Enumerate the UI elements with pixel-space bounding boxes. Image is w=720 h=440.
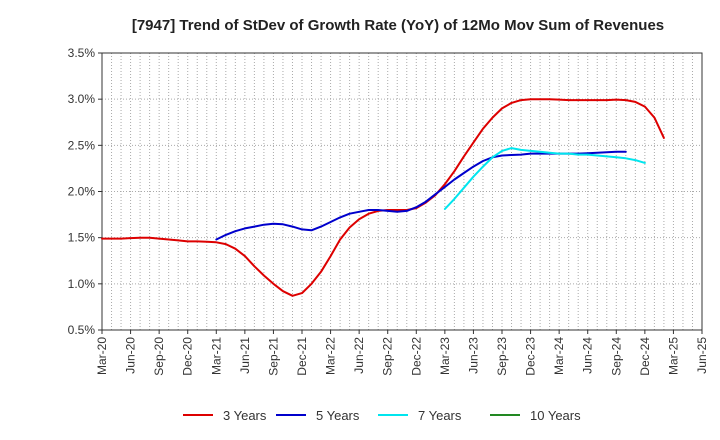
legend-label-10-years: 10 Years	[530, 408, 581, 423]
y-tick-label: 2.5%	[68, 138, 96, 152]
x-tick-label: Sep-23	[495, 337, 509, 376]
x-tick-label: Mar-23	[438, 337, 452, 375]
x-axis-ticks: Mar-20 Jun-20 Sep-20 Dec-20 Mar-21 Jun-21 Sep-…	[95, 330, 709, 376]
x-tick-label: Jun-24	[581, 337, 595, 374]
x-tick-label: Sep-20	[152, 337, 166, 376]
legend-label-3-years: 3 Years	[223, 408, 267, 423]
y-tick-label: 3.0%	[68, 92, 96, 106]
x-tick-label: Dec-24	[638, 337, 652, 376]
y-tick-label: 3.5%	[68, 46, 96, 60]
x-tick-label: Dec-23	[524, 337, 538, 376]
x-tick-label: Sep-24	[609, 337, 623, 376]
x-tick-label: Mar-24	[552, 337, 566, 375]
series-line-7-years	[443, 147, 646, 210]
legend: 3 Years 5 Years 7 Years 10 Years	[183, 408, 581, 423]
x-tick-label: Mar-22	[324, 337, 338, 375]
y-axis-ticks: 0.5% 1.0% 1.5% 2.0% 2.5% 3.0% 3.5%	[68, 46, 102, 337]
x-tick-label: Jun-20	[124, 337, 138, 374]
legend-label-7-years: 7 Years	[418, 408, 462, 423]
y-tick-label: 1.0%	[68, 277, 96, 291]
x-tick-label: Dec-21	[295, 337, 309, 376]
legend-label-5-years: 5 Years	[316, 408, 360, 423]
y-tick-label: 1.5%	[68, 231, 96, 245]
x-tick-label: Sep-22	[381, 337, 395, 376]
series-group	[101, 98, 665, 297]
x-tick-label: Mar-25	[666, 337, 680, 375]
chart-title: [7947] Trend of StDev of Growth Rate (Yo…	[132, 17, 664, 34]
x-tick-label: Dec-22	[409, 337, 423, 376]
x-tick-label: Jun-23	[466, 337, 480, 374]
x-tick-label: Jun-21	[238, 337, 252, 374]
x-tick-label: Jun-22	[352, 337, 366, 374]
x-tick-label: Dec-20	[181, 337, 195, 376]
x-tick-label: Mar-21	[209, 337, 223, 375]
y-tick-label: 2.0%	[68, 185, 96, 199]
x-tick-label: Jun-25	[695, 337, 709, 374]
y-tick-label: 0.5%	[68, 323, 96, 337]
x-tick-label: Sep-21	[266, 337, 280, 376]
grid	[102, 53, 702, 330]
x-tick-label: Mar-20	[95, 337, 109, 375]
